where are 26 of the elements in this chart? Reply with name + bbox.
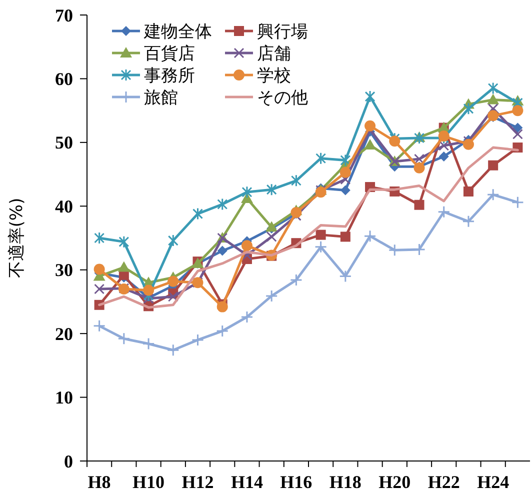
y-tick-label: 70 [55, 5, 73, 26]
legend-label: 事務所 [144, 66, 195, 86]
y-axis-title: 不適率(%) [7, 198, 27, 278]
x-tick-label: H16 [280, 472, 312, 492]
y-tick-label: 10 [55, 388, 73, 408]
y-tick-label: 40 [55, 196, 73, 216]
x-tick-label: H22 [428, 472, 460, 492]
y-tick-label: 60 [55, 69, 73, 90]
x-tick-label: H24 [477, 472, 510, 492]
legend-label: 興行場 [257, 22, 308, 42]
x-tick-label: H18 [329, 472, 362, 492]
legend-label: 百貨店 [144, 44, 195, 64]
y-tick-label: 0 [64, 451, 73, 472]
x-tick-label: H12 [182, 472, 214, 492]
y-tick-label: 30 [55, 260, 73, 280]
x-tick-label: H8 [88, 472, 111, 492]
legend-label: 旅館 [144, 88, 178, 108]
y-tick-label: 20 [55, 324, 73, 344]
y-tick-label: 50 [55, 132, 73, 153]
legend-label: 店舗 [257, 44, 291, 64]
x-tick-label: H14 [230, 472, 263, 492]
legend-label: 学校 [257, 66, 291, 86]
x-tick-label: H20 [378, 472, 411, 492]
legend-label: 建物全体 [143, 22, 212, 42]
x-tick-label: H10 [132, 472, 165, 492]
legend-label: その他 [257, 88, 308, 108]
